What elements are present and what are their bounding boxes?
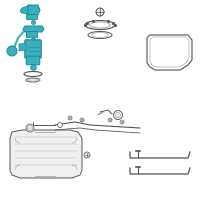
- FancyBboxPatch shape: [25, 40, 41, 58]
- Circle shape: [58, 122, 62, 128]
- Ellipse shape: [26, 78, 40, 82]
- Circle shape: [84, 152, 90, 158]
- FancyBboxPatch shape: [26, 31, 38, 38]
- Polygon shape: [23, 26, 44, 32]
- Circle shape: [120, 120, 124, 124]
- Polygon shape: [20, 6, 28, 14]
- Polygon shape: [26, 5, 40, 15]
- Circle shape: [80, 118, 84, 122]
- FancyBboxPatch shape: [26, 56, 40, 65]
- Ellipse shape: [85, 21, 115, 29]
- Circle shape: [7, 46, 17, 56]
- Circle shape: [108, 118, 112, 122]
- Polygon shape: [10, 130, 82, 178]
- Circle shape: [114, 110, 122, 119]
- Circle shape: [26, 124, 34, 132]
- Circle shape: [68, 116, 72, 120]
- Circle shape: [96, 8, 104, 16]
- Ellipse shape: [90, 22, 110, 28]
- Polygon shape: [19, 43, 26, 51]
- FancyBboxPatch shape: [26, 15, 38, 20]
